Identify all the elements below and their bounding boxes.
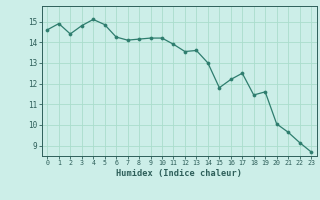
- X-axis label: Humidex (Indice chaleur): Humidex (Indice chaleur): [116, 169, 242, 178]
